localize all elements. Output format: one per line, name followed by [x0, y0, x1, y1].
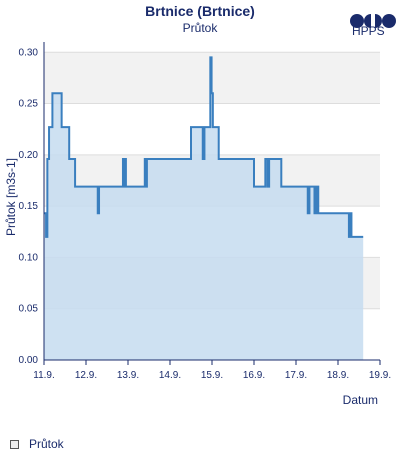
legend-label: Průtok	[29, 437, 64, 451]
series-area-fill	[44, 57, 364, 360]
x-tick-label: 15.9.	[201, 370, 223, 381]
legend[interactable]: Průtok	[10, 437, 64, 451]
chart-subtitle: Průtok	[182, 21, 218, 35]
chart-area: 0.000.050.100.150.200.250.30 11.9. 12.9. 1…	[4, 42, 391, 407]
y-axis-label: Průtok [m3s-1]	[4, 158, 18, 236]
x-tick-label: 14.9.	[159, 370, 181, 381]
x-tick-label: 11.9.	[33, 370, 55, 381]
y-axis-ticks: 0.00 0.05 0.10 0.15 0.20 0.25 0.30	[19, 47, 39, 366]
series-line	[44, 56, 364, 238]
x-tick-label: 18.9.	[327, 370, 349, 381]
y-tick-label: 0.20	[19, 150, 39, 161]
chart-title: Brtnice (Brtnice)	[145, 3, 255, 19]
y-tick-label: 0.05	[19, 304, 39, 315]
x-axis-ticks: 11.9. 12.9. 13.9. 14.9. 15.9. 16.9. 17.9. 18.9.…	[33, 360, 391, 381]
hpps-logo-icon	[350, 14, 396, 28]
x-tick-label: 13.9.	[117, 370, 139, 381]
x-tick-label: 19.9.	[369, 370, 391, 381]
y-tick-label: 0.15	[19, 201, 39, 212]
x-axis-label: Datum	[343, 393, 378, 407]
x-tick-label: 17.9.	[285, 370, 307, 381]
logo-text: HPPS	[352, 24, 385, 38]
y-tick-label: 0.00	[19, 355, 39, 366]
legend-swatch	[10, 439, 19, 449]
y-tick-label: 0.10	[19, 252, 39, 263]
y-tick-label: 0.25	[19, 99, 39, 110]
x-tick-label: 12.9.	[75, 370, 97, 381]
y-tick-label: 0.30	[19, 47, 39, 58]
x-tick-label: 16.9.	[243, 370, 265, 381]
